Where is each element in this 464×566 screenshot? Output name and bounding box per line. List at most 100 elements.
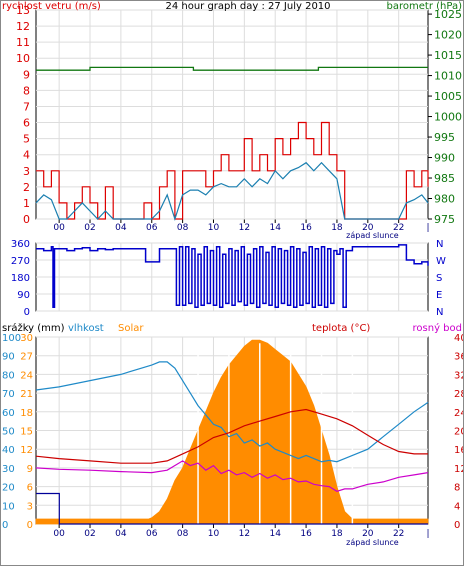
wind-x-tick-label: 04 — [115, 223, 127, 233]
humidity-tick-label: 50 — [2, 427, 15, 438]
temp-x-tick-label: 08 — [177, 529, 189, 539]
direction-y-tick-label: 90 — [17, 290, 30, 301]
temperature-tick-label: 40 — [454, 333, 464, 344]
baro-y-tick-label: 1025 — [434, 8, 462, 21]
rain-axis-label: srážky (mm) — [2, 322, 65, 334]
compass-tick-label: S — [436, 273, 442, 284]
temperature-tick-label: 0 — [454, 520, 460, 531]
baro-y-tick-label: 975 — [434, 213, 455, 226]
humidity-tick-label: 70 — [2, 389, 15, 400]
wind-x-tick-label: 00 — [53, 223, 65, 233]
humidity-tick-label: 0 — [2, 520, 8, 531]
rain-solar-tick-label: 6 — [27, 483, 33, 494]
temp-x-tick-label: 10 — [208, 529, 220, 539]
baro-y-tick-label: 980 — [434, 193, 455, 206]
rain-solar-tick-label: 9 — [27, 464, 33, 475]
rain-series — [36, 492, 428, 525]
rain-solar-tick-label: 12 — [20, 445, 33, 456]
rain-solar-tick-label: 21 — [20, 389, 33, 400]
rain-solar-tick-label: 0 — [27, 520, 33, 531]
humidity-tick-label: 30 — [2, 464, 15, 475]
wind-y-tick-label: 11 — [16, 36, 30, 49]
wind-x-tick-label: 16 — [300, 223, 312, 233]
humidity-series — [35, 361, 429, 463]
wind-y-tick-label: 7 — [23, 100, 30, 113]
rain-solar-tick-label: 27 — [20, 352, 33, 363]
temp-x-tick-label: 18 — [331, 529, 343, 539]
temp-humidity-panel: 00 02 04 06 08 10 12 14 16 18 20 220 010 320 630 940 125… — [2, 322, 464, 547]
baro-y-tick-label: 995 — [434, 131, 455, 144]
wind-y-tick-label: 1 — [23, 197, 30, 210]
wind-y-tick-label: 6 — [23, 117, 30, 130]
baro-y-tick-label: 1015 — [434, 49, 462, 62]
baro-y-tick-label: 1005 — [434, 90, 462, 103]
wind-y-tick-label: 4 — [23, 149, 30, 162]
temperature-tick-label: 32 — [454, 370, 464, 381]
temperature-tick-label: 36 — [454, 352, 464, 363]
humidity-tick-label: 40 — [2, 445, 15, 456]
rain-solar-tick-label: 3 — [27, 501, 33, 512]
wind-y-tick-label: 8 — [23, 84, 30, 97]
wind-x-tick-label: 08 — [177, 223, 189, 233]
wind-y-tick-label: 10 — [16, 52, 30, 65]
direction-y-tick-label: 360 — [11, 239, 30, 250]
wind-x-tick-label: 18 — [331, 223, 343, 233]
baro-y-tick-label: 990 — [434, 152, 455, 165]
compass-tick-label: W — [436, 256, 446, 267]
compass-tick-label: N — [436, 307, 443, 318]
wind-x-tick-label: 06 — [146, 223, 158, 233]
dewpoint-axis-label: rosný bod — [413, 322, 462, 334]
temperature-tick-label: 20 — [454, 427, 464, 438]
sunset-label: západ slunce — [346, 231, 399, 240]
compass-tick-label: N — [436, 239, 443, 250]
wind-y-tick-label: 0 — [23, 213, 30, 226]
wind-x-tick-label: 12 — [239, 223, 250, 233]
baro-y-tick-label: 985 — [434, 172, 455, 185]
humidity-tick-label: 80 — [2, 370, 15, 381]
sunset-label: západ slunce — [346, 538, 399, 547]
temperature-tick-label: 28 — [454, 389, 464, 400]
rain-solar-tick-label: 18 — [20, 408, 33, 419]
direction-y-tick-label: 180 — [11, 273, 30, 284]
wind-y-tick-label: 3 — [23, 165, 30, 178]
temp-x-tick-label: 16 — [300, 529, 312, 539]
humidity-tick-label: 90 — [2, 352, 15, 363]
rain-solar-tick-label: 24 — [20, 370, 33, 381]
wind-x-tick-label: 22 — [393, 223, 404, 233]
avg-wind-series — [35, 161, 429, 221]
compass-tick-label: E — [436, 290, 442, 301]
temp-x-tick-label: 00 — [53, 529, 65, 539]
temp-x-tick-label: 04 — [115, 529, 127, 539]
humidity-tick-label: 60 — [2, 408, 15, 419]
temperature-tick-label: 4 — [454, 501, 460, 512]
wind-x-tick-label: 10 — [208, 223, 220, 233]
wind-y-tick-label: 9 — [23, 68, 30, 81]
humidity-axis-label: vlhkost — [68, 323, 104, 334]
temperature-tick-label: 24 — [454, 408, 464, 419]
temperature-series — [35, 408, 428, 464]
temperature-tick-label: 12 — [454, 464, 464, 475]
rain-solar-tick-label: 15 — [20, 427, 33, 438]
wind-x-tick-label: 14 — [269, 223, 281, 233]
temp-x-tick-label: 02 — [84, 529, 95, 539]
baro-axis-label: barometr (hPa) — [387, 1, 463, 12]
baro-y-tick-label: 1010 — [434, 70, 462, 83]
chart-title: 24 hour graph day : 27 July 2010 — [165, 1, 330, 12]
end-tick-mark: | — [426, 223, 429, 233]
baro-y-tick-label: 1000 — [434, 111, 462, 124]
temp-x-tick-label: 22 — [393, 529, 404, 539]
temp-x-tick-label: 12 — [239, 529, 250, 539]
wind-direction-series — [36, 244, 429, 308]
temp-x-tick-label: 20 — [362, 529, 374, 539]
temperature-axis-label: teplota (°C) — [312, 323, 370, 334]
solar-axis-label: Solar — [118, 323, 144, 334]
humidity-tick-label: 10 — [2, 501, 15, 512]
barometer-series — [36, 66, 428, 71]
temp-x-tick-label: 14 — [269, 529, 281, 539]
humidity-tick-label: 20 — [2, 483, 15, 494]
direction-y-tick-label: 0 — [24, 307, 30, 318]
dewpoint-series — [35, 460, 429, 492]
wind-x-tick-label: 02 — [84, 223, 95, 233]
temperature-tick-label: 8 — [454, 483, 460, 494]
baro-y-tick-label: 1020 — [434, 29, 462, 42]
